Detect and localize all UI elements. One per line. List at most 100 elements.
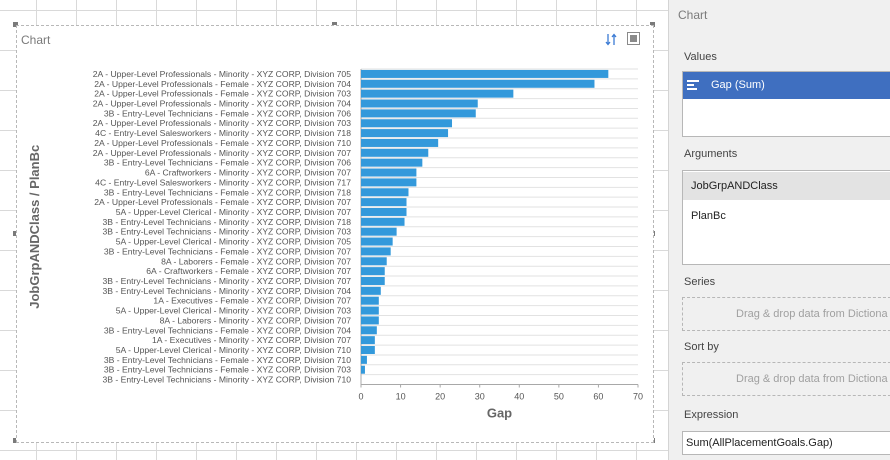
arguments-box[interactable]: JobGrpANDClass PlanBc <box>682 170 890 265</box>
category-label: 8A - Laborers - Minority - XYZ CORP, Div… <box>160 315 352 325</box>
sort-order-icon[interactable] <box>605 33 617 46</box>
bar <box>361 267 385 276</box>
expression-value: Sum(AllPlacementGoals.Gap) <box>686 437 833 449</box>
resize-handle-top-right[interactable] <box>650 22 655 27</box>
x-tick-label: 30 <box>475 392 485 402</box>
series-drop-hint: Drag & drop data from Dictiona <box>736 308 888 320</box>
resize-handle-mid-left[interactable] <box>13 231 18 236</box>
values-item-label: Gap (Sum) <box>711 79 765 91</box>
sortby-label: Sort by <box>684 341 719 353</box>
bar <box>361 198 407 207</box>
category-label: 5A - Upper-Level Clerical - Minority - X… <box>116 306 352 316</box>
bar <box>361 129 449 138</box>
category-label: 4C - Entry-Level Salesworkers - Minority… <box>95 177 351 187</box>
category-label: 8A - Laborers - Female - XYZ CORP, Divis… <box>161 256 351 266</box>
expression-field[interactable]: Sum(AllPlacementGoals.Gap) <box>682 431 890 455</box>
bar <box>361 119 453 128</box>
bar <box>361 336 375 345</box>
bar-chart: 2A - Upper-Level Professionals - Minorit… <box>27 68 643 421</box>
argument-item-planbc[interactable]: PlanBc <box>683 202 890 230</box>
bar <box>361 217 405 226</box>
category-label: 2A - Upper-Level Professionals - Minorit… <box>93 99 351 109</box>
bar <box>361 158 423 167</box>
bar <box>361 138 439 147</box>
bar <box>361 148 429 157</box>
expression-label: Expression <box>684 409 739 421</box>
bar <box>361 326 377 335</box>
resize-handle-top-mid[interactable] <box>332 22 337 27</box>
bar <box>361 227 397 236</box>
bar <box>361 296 379 305</box>
category-label: 2A - Upper-Level Professionals - Female … <box>94 197 351 207</box>
pane-divider[interactable] <box>668 0 669 460</box>
bar <box>361 237 393 246</box>
category-label: 3B - Entry-Level Technicians - Minority … <box>102 286 351 296</box>
category-label: 6A - Craftworkers - Minority - XYZ CORP,… <box>145 168 351 178</box>
x-tick-label: 20 <box>435 392 445 402</box>
bar <box>361 89 514 98</box>
category-label: 1A - Executives - Minority - XYZ CORP, D… <box>152 335 351 345</box>
category-label: 3B - Entry-Level Technicians - Minority … <box>102 217 351 227</box>
bar <box>361 99 478 108</box>
arguments-label: Arguments <box>684 148 738 160</box>
category-label: 2A - Upper-Level Professionals - Female … <box>94 89 351 99</box>
category-label: 3B - Entry-Level Technicians - Female - … <box>104 108 351 118</box>
x-tick-label: 0 <box>358 392 363 402</box>
sortby-drop-zone[interactable]: Drag & drop data from Dictiona <box>682 362 890 396</box>
values-item-gap-sum[interactable]: Gap (Sum) <box>683 72 890 99</box>
bar <box>361 286 381 295</box>
x-tick-label: 60 <box>593 392 603 402</box>
maximize-icon[interactable] <box>627 32 640 45</box>
values-box[interactable]: Gap (Sum) <box>682 71 890 137</box>
category-label: 3B - Entry-Level Technicians - Female - … <box>104 365 351 375</box>
bar <box>361 188 409 197</box>
category-label: 2A - Upper-Level Professionals - Minorit… <box>93 69 351 79</box>
bar <box>361 79 595 88</box>
sortby-drop-hint: Drag & drop data from Dictiona <box>736 373 888 385</box>
series-label: Series <box>684 276 716 288</box>
argument-label: PlanBc <box>691 210 726 222</box>
category-label: 5A - Upper-Level Clerical - Minority - X… <box>116 237 352 247</box>
bar <box>361 247 391 256</box>
x-axis-title: Gap <box>487 406 512 421</box>
category-label: 3B - Entry-Level Technicians - Minority … <box>102 276 351 286</box>
category-label: 3B - Entry-Level Technicians - Female - … <box>104 187 351 197</box>
category-label: 3B - Entry-Level Technicians - Minority … <box>102 375 351 385</box>
chart-properties-pane: Chart Values Gap (Sum) Arguments JobGrpA… <box>669 0 890 460</box>
category-label: 6A - Craftworkers - Female - XYZ CORP, D… <box>146 266 351 276</box>
category-label: 3B - Entry-Level Technicians - Female - … <box>104 325 351 335</box>
x-tick-label: 10 <box>396 392 406 402</box>
bar <box>361 316 379 325</box>
category-label: 3B - Entry-Level Technicians - Female - … <box>104 246 351 256</box>
bar <box>361 355 367 364</box>
chart-component[interactable]: Chart 2A - Upper-Level Professionals - M… <box>16 25 654 443</box>
category-label: 2A - Upper-Level Professionals - Female … <box>94 79 351 89</box>
category-label: 4C - Entry-Level Salesworkers - Minority… <box>95 128 351 138</box>
resize-handle-bottom-left[interactable] <box>13 438 18 443</box>
argument-item-jobgrpandclass[interactable]: JobGrpANDClass <box>683 172 890 200</box>
y-axis-title: JobGrpANDClass / PlanBc <box>27 145 42 309</box>
category-label: 2A - Upper-Level Professionals - Female … <box>94 138 351 148</box>
category-label: 3B - Entry-Level Technicians - Female - … <box>104 355 351 365</box>
bar <box>361 109 476 118</box>
category-label: 2A - Upper-Level Professionals - Minorit… <box>93 148 351 158</box>
category-label: 1A - Executives - Female - XYZ CORP, Div… <box>153 296 351 306</box>
resize-handle-top-left[interactable] <box>13 22 18 27</box>
series-drop-zone[interactable]: Drag & drop data from Dictiona <box>682 297 890 331</box>
bar <box>361 365 365 374</box>
category-label: 5A - Upper-Level Clerical - Minority - X… <box>116 207 352 217</box>
bar <box>361 178 417 187</box>
category-label: 5A - Upper-Level Clerical - Minority - X… <box>116 345 352 355</box>
chart-title: Chart <box>21 33 51 47</box>
x-tick-label: 40 <box>514 392 524 402</box>
bar <box>361 276 385 285</box>
x-tick-label: 70 <box>633 392 643 402</box>
bar <box>361 207 407 216</box>
pane-title: Chart <box>678 8 708 22</box>
category-label: 3B - Entry-Level Technicians - Female - … <box>104 158 351 168</box>
report-designer-canvas[interactable]: Chart 2A - Upper-Level Professionals - M… <box>0 0 668 460</box>
bar-measure-icon <box>687 80 699 90</box>
values-label: Values <box>684 51 717 63</box>
bar <box>361 257 387 266</box>
category-label: 3B - Entry-Level Technicians - Minority … <box>102 227 351 237</box>
